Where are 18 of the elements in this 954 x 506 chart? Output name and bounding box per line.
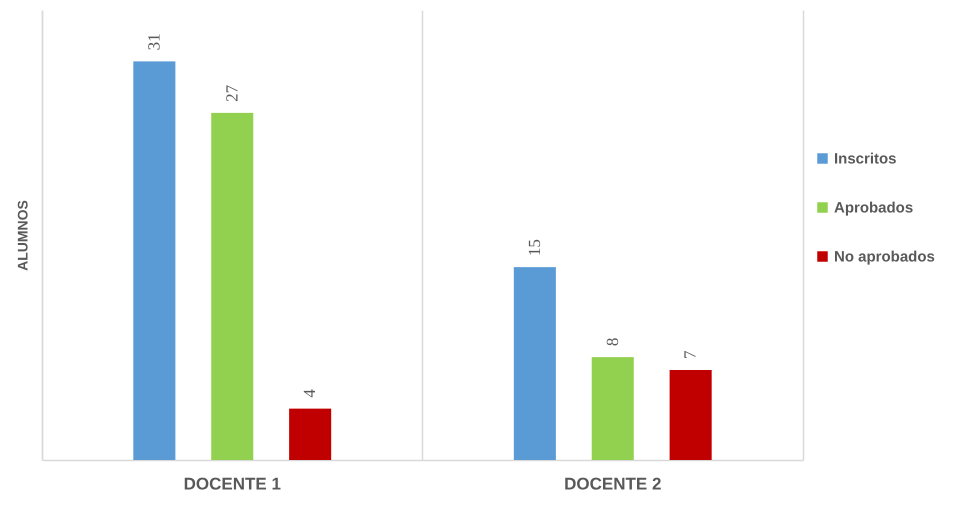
data-label: 8: [602, 338, 622, 346]
data-label: 7: [680, 350, 700, 359]
bar: [670, 370, 712, 460]
bar: [211, 112, 254, 460]
data-label: 15: [524, 239, 544, 256]
legend-label: Aprobados: [834, 200, 914, 216]
data-label: 27: [222, 84, 242, 102]
y-axis-title: ALUMNOS: [14, 200, 30, 271]
bar: [592, 357, 634, 460]
bar: [289, 408, 332, 460]
data-label: 4: [300, 388, 320, 398]
legend-label: Inscritos: [834, 150, 897, 168]
bar: [514, 267, 556, 460]
data-label: 31: [144, 33, 164, 50]
bar: [133, 61, 176, 460]
legend-label: No aprobados: [834, 248, 935, 266]
x-tick-label: DOCENTE 2: [564, 474, 662, 494]
x-tick-label: DOCENTE 1: [184, 474, 281, 494]
